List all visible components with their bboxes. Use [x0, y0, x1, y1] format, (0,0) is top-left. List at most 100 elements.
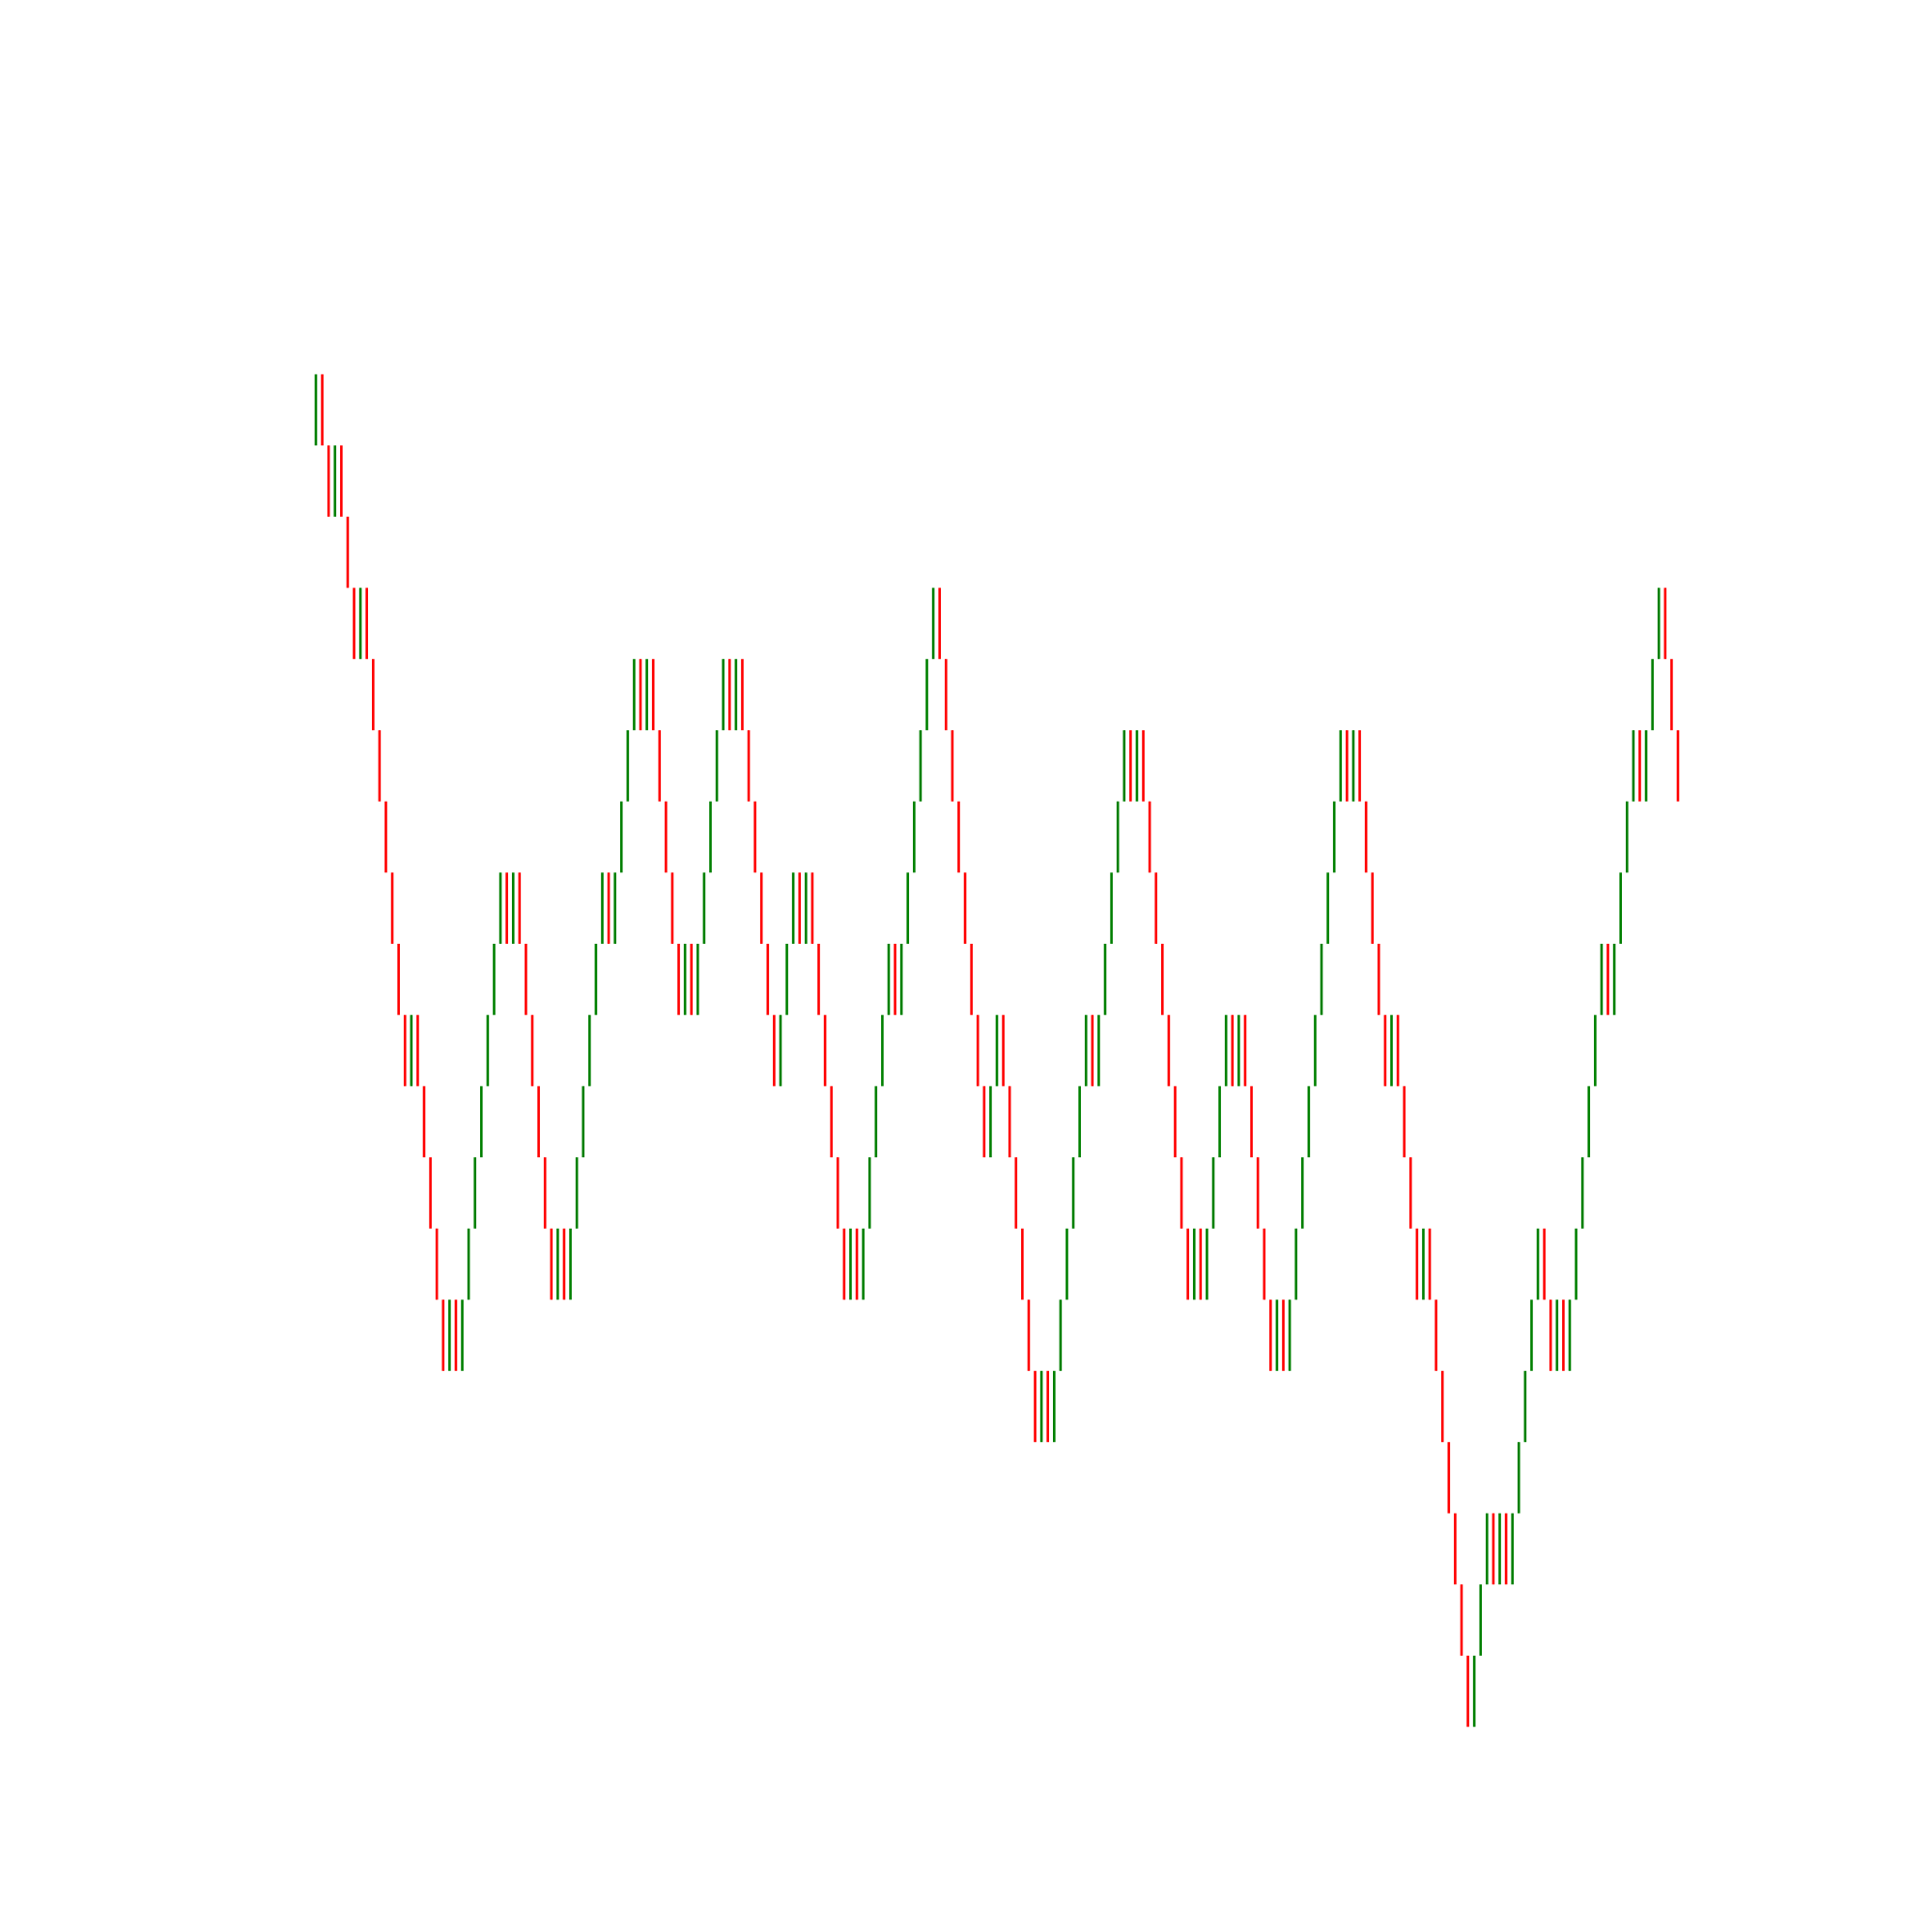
up-brick	[498, 872, 502, 944]
up-brick	[1307, 1086, 1311, 1158]
down-brick	[1358, 729, 1361, 802]
down-brick	[639, 659, 642, 730]
down-brick	[1174, 1086, 1177, 1158]
down-brick	[1346, 729, 1349, 802]
up-brick	[480, 1086, 483, 1158]
down-brick	[1670, 659, 1673, 730]
up-brick	[1568, 1299, 1572, 1372]
up-brick	[511, 872, 515, 944]
up-brick	[805, 872, 808, 944]
up-brick	[931, 587, 935, 660]
down-brick	[1021, 1228, 1024, 1300]
up-brick	[849, 1228, 852, 1300]
down-brick	[957, 801, 960, 873]
down-brick	[530, 1014, 534, 1087]
up-brick	[1580, 1157, 1584, 1229]
up-brick	[1110, 872, 1113, 944]
down-brick	[842, 1228, 846, 1300]
down-brick	[1676, 729, 1680, 802]
down-brick	[753, 801, 756, 873]
up-brick	[925, 659, 928, 730]
down-brick	[441, 1299, 445, 1372]
up-brick	[1294, 1228, 1297, 1300]
up-brick	[1065, 1228, 1068, 1300]
down-brick	[1454, 1513, 1457, 1585]
down-brick	[1466, 1655, 1469, 1727]
up-brick	[358, 587, 362, 660]
down-brick	[1046, 1371, 1050, 1442]
down-brick	[1186, 1228, 1189, 1300]
up-brick	[1517, 1441, 1520, 1514]
up-brick	[1103, 944, 1107, 1015]
down-brick	[1231, 1014, 1235, 1087]
down-brick	[1548, 1299, 1552, 1372]
down-brick	[537, 1086, 540, 1158]
down-brick	[1179, 1157, 1183, 1229]
up-brick	[874, 1086, 878, 1158]
down-brick	[378, 729, 382, 802]
down-brick	[798, 872, 802, 944]
down-brick	[810, 872, 814, 944]
up-brick	[1237, 1014, 1240, 1087]
down-brick	[1435, 1299, 1437, 1372]
up-brick	[1594, 1014, 1597, 1087]
down-brick	[690, 944, 694, 1015]
up-brick	[702, 872, 706, 944]
up-brick	[1625, 801, 1629, 873]
down-brick	[1562, 1299, 1565, 1372]
down-brick	[371, 659, 375, 730]
down-brick	[525, 944, 527, 1015]
down-brick	[518, 872, 522, 944]
down-brick	[1638, 729, 1641, 802]
down-brick	[1027, 1299, 1031, 1372]
down-brick	[454, 1299, 458, 1372]
up-brick	[1314, 1014, 1317, 1087]
down-brick	[1282, 1299, 1285, 1372]
down-brick	[1383, 1014, 1387, 1087]
up-brick	[601, 872, 604, 944]
up-brick	[1511, 1513, 1514, 1585]
down-brick	[1142, 729, 1145, 802]
up-brick	[906, 872, 910, 944]
up-brick	[1211, 1157, 1215, 1229]
up-brick	[709, 801, 712, 873]
up-brick	[1612, 944, 1616, 1015]
down-brick	[1014, 1157, 1018, 1229]
down-brick	[1371, 872, 1375, 944]
up-brick	[791, 872, 795, 944]
down-brick	[741, 659, 744, 730]
down-brick	[1440, 1371, 1444, 1442]
down-brick	[397, 944, 400, 1015]
down-brick	[435, 1228, 439, 1300]
up-brick	[1339, 729, 1343, 802]
up-brick	[1530, 1299, 1533, 1372]
up-brick	[1039, 1371, 1043, 1442]
down-brick	[543, 1157, 547, 1229]
up-brick	[626, 729, 630, 802]
down-brick	[1408, 1157, 1412, 1229]
up-brick	[1536, 1228, 1540, 1300]
up-brick	[1275, 1299, 1279, 1372]
up-brick	[1097, 1014, 1100, 1087]
down-brick	[1161, 944, 1164, 1015]
down-brick	[759, 872, 763, 944]
up-brick	[1084, 1014, 1088, 1087]
down-brick	[970, 944, 973, 1015]
down-brick	[390, 872, 394, 944]
up-brick	[1575, 1228, 1577, 1300]
up-brick	[333, 445, 337, 517]
up-brick	[588, 1014, 591, 1087]
up-brick	[696, 944, 699, 1015]
up-brick	[1390, 1014, 1393, 1087]
down-brick	[830, 1086, 833, 1158]
up-brick	[1300, 1157, 1304, 1229]
up-brick	[1206, 1228, 1208, 1300]
down-brick	[982, 1086, 986, 1158]
up-brick	[1422, 1228, 1425, 1300]
down-brick	[1460, 1584, 1463, 1656]
down-brick	[773, 1014, 776, 1087]
up-brick	[899, 944, 903, 1015]
up-brick	[989, 1086, 992, 1158]
up-brick	[1498, 1513, 1501, 1585]
